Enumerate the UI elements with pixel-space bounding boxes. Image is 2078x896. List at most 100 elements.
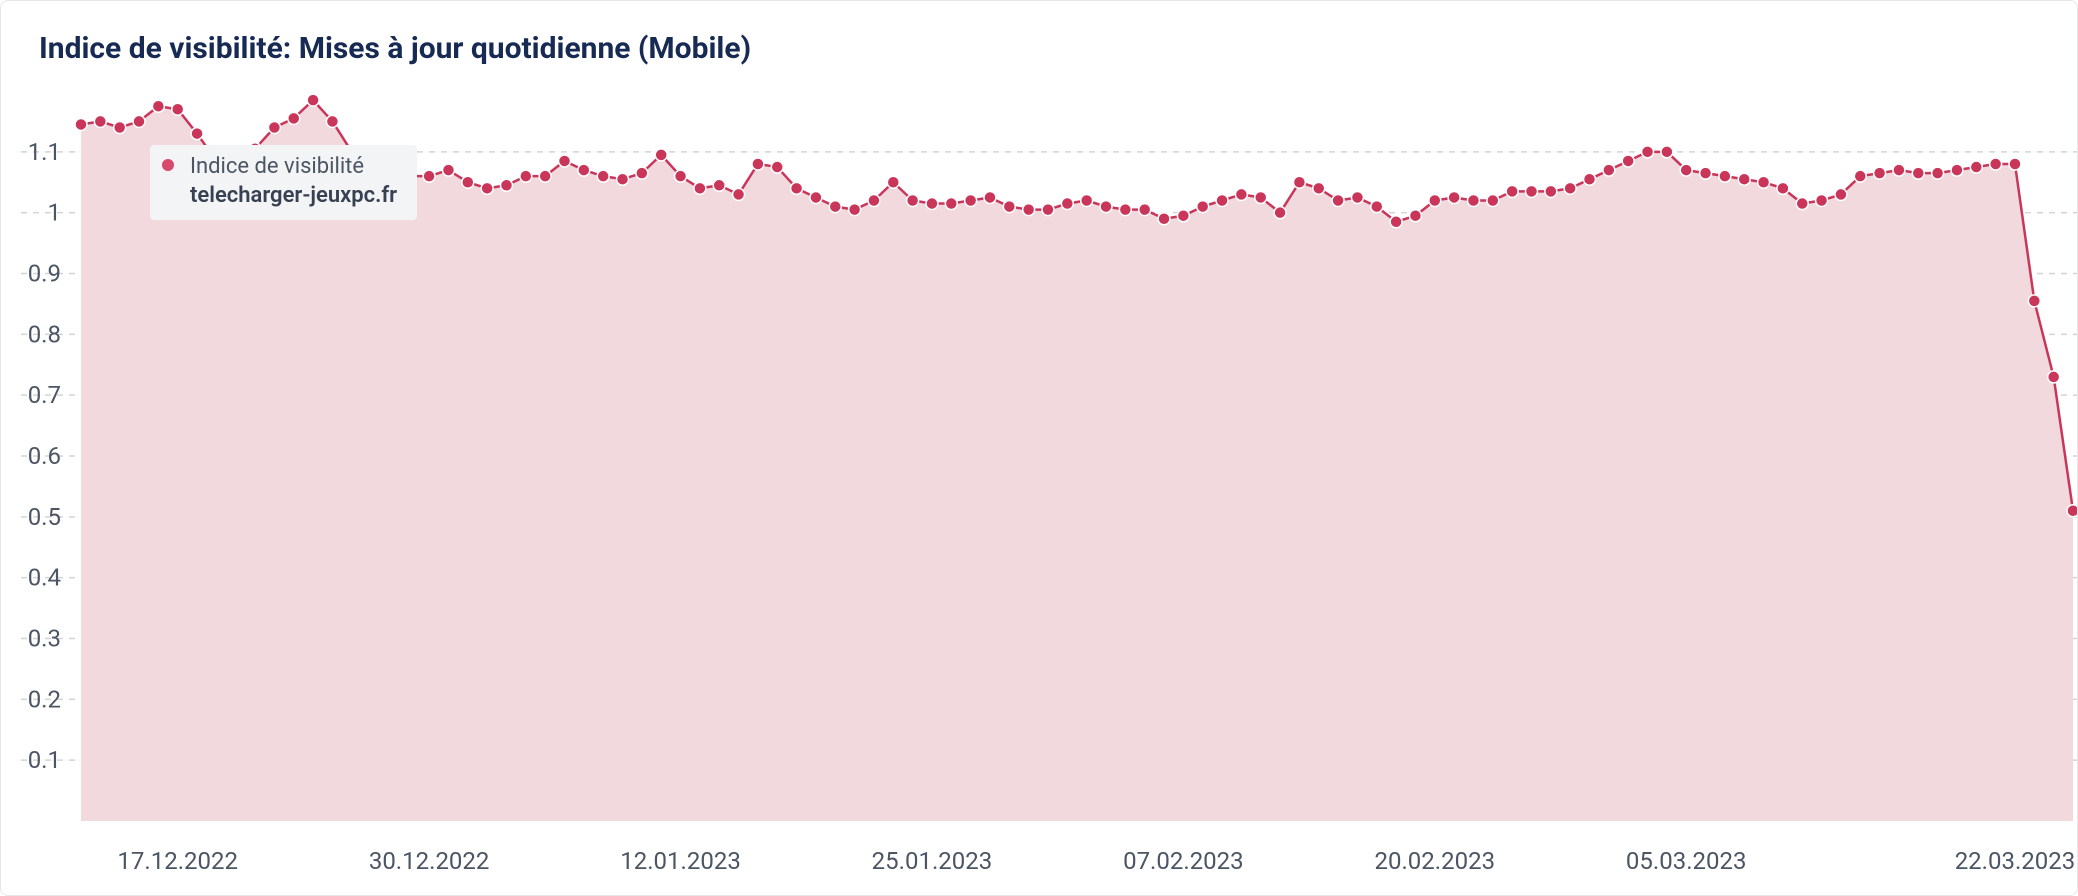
data-point[interactable] — [1525, 185, 1537, 197]
data-point[interactable] — [945, 198, 957, 210]
data-point[interactable] — [268, 122, 280, 134]
data-point[interactable] — [94, 115, 106, 127]
data-point[interactable] — [1255, 191, 1267, 203]
data-point[interactable] — [578, 164, 590, 176]
data-point[interactable] — [1100, 201, 1112, 213]
data-point[interactable] — [713, 179, 725, 191]
data-point[interactable] — [1023, 204, 1035, 216]
data-point[interactable] — [1661, 146, 1673, 158]
data-point[interactable] — [520, 170, 532, 182]
data-point[interactable] — [114, 122, 126, 134]
data-point[interactable] — [1003, 201, 1015, 213]
y-axis-tick-label: 1.1 — [28, 138, 61, 166]
data-point[interactable] — [907, 195, 919, 207]
data-point[interactable] — [1835, 188, 1847, 200]
data-point[interactable] — [75, 118, 87, 130]
data-point[interactable] — [442, 164, 454, 176]
data-point[interactable] — [1854, 170, 1866, 182]
data-point[interactable] — [1390, 216, 1402, 228]
data-point[interactable] — [984, 191, 996, 203]
data-point[interactable] — [771, 161, 783, 173]
data-point[interactable] — [636, 167, 648, 179]
data-point[interactable] — [1487, 195, 1499, 207]
data-point[interactable] — [1912, 167, 1924, 179]
data-point[interactable] — [1777, 182, 1789, 194]
data-point[interactable] — [539, 170, 551, 182]
data-point[interactable] — [829, 201, 841, 213]
data-point[interactable] — [1158, 213, 1170, 225]
data-point[interactable] — [810, 191, 822, 203]
data-point[interactable] — [1467, 195, 1479, 207]
data-point[interactable] — [1081, 195, 1093, 207]
data-point[interactable] — [558, 155, 570, 167]
data-point[interactable] — [1448, 191, 1460, 203]
data-point[interactable] — [2009, 158, 2021, 170]
data-point[interactable] — [1216, 195, 1228, 207]
data-point[interactable] — [1293, 176, 1305, 188]
visibility-line-chart: 0.10.20.30.40.50.60.70.80.911.1 17.12.20… — [1, 1, 2078, 896]
data-point[interactable] — [1506, 185, 1518, 197]
data-point[interactable] — [1970, 161, 1982, 173]
data-point[interactable] — [2048, 371, 2060, 383]
data-point[interactable] — [791, 182, 803, 194]
data-point[interactable] — [926, 198, 938, 210]
data-point[interactable] — [1758, 176, 1770, 188]
data-point[interactable] — [2028, 295, 2040, 307]
data-point[interactable] — [1139, 204, 1151, 216]
data-point[interactable] — [1564, 182, 1576, 194]
data-point[interactable] — [1700, 167, 1712, 179]
data-point[interactable] — [1371, 201, 1383, 213]
data-point[interactable] — [1332, 195, 1344, 207]
data-point[interactable] — [1796, 198, 1808, 210]
data-point[interactable] — [1274, 207, 1286, 219]
data-point[interactable] — [1351, 191, 1363, 203]
data-point[interactable] — [152, 100, 164, 112]
data-point[interactable] — [1719, 170, 1731, 182]
data-point[interactable] — [868, 195, 880, 207]
data-point[interactable] — [1990, 158, 2002, 170]
data-point[interactable] — [288, 112, 300, 124]
data-point[interactable] — [1313, 182, 1325, 194]
data-point[interactable] — [1545, 185, 1557, 197]
data-point[interactable] — [2067, 505, 2078, 517]
data-point[interactable] — [1042, 204, 1054, 216]
data-point[interactable] — [617, 173, 629, 185]
data-point[interactable] — [133, 115, 145, 127]
data-point[interactable] — [733, 188, 745, 200]
data-point[interactable] — [849, 204, 861, 216]
data-point[interactable] — [423, 170, 435, 182]
data-point[interactable] — [694, 182, 706, 194]
data-point[interactable] — [752, 158, 764, 170]
data-point[interactable] — [887, 176, 899, 188]
data-point[interactable] — [1584, 173, 1596, 185]
data-point[interactable] — [1429, 195, 1441, 207]
data-point[interactable] — [326, 115, 338, 127]
data-point[interactable] — [1197, 201, 1209, 213]
data-point[interactable] — [1119, 204, 1131, 216]
data-point[interactable] — [1603, 164, 1615, 176]
data-point[interactable] — [1932, 167, 1944, 179]
data-point[interactable] — [1235, 188, 1247, 200]
data-point[interactable] — [1893, 164, 1905, 176]
data-point[interactable] — [1061, 198, 1073, 210]
data-point[interactable] — [1738, 173, 1750, 185]
data-point[interactable] — [675, 170, 687, 182]
data-point[interactable] — [1951, 164, 1963, 176]
data-point[interactable] — [597, 170, 609, 182]
data-point[interactable] — [1874, 167, 1886, 179]
chart-legend: Indice de visibilité telecharger-jeuxpc.… — [150, 145, 417, 220]
data-point[interactable] — [655, 149, 667, 161]
data-point[interactable] — [172, 103, 184, 115]
data-point[interactable] — [965, 195, 977, 207]
data-point[interactable] — [1622, 155, 1634, 167]
data-point[interactable] — [1409, 210, 1421, 222]
data-point[interactable] — [1177, 210, 1189, 222]
data-point[interactable] — [307, 94, 319, 106]
data-point[interactable] — [1816, 195, 1828, 207]
data-point[interactable] — [500, 179, 512, 191]
data-point[interactable] — [191, 128, 203, 140]
data-point[interactable] — [1680, 164, 1692, 176]
data-point[interactable] — [1642, 146, 1654, 158]
data-point[interactable] — [462, 176, 474, 188]
data-point[interactable] — [481, 182, 493, 194]
